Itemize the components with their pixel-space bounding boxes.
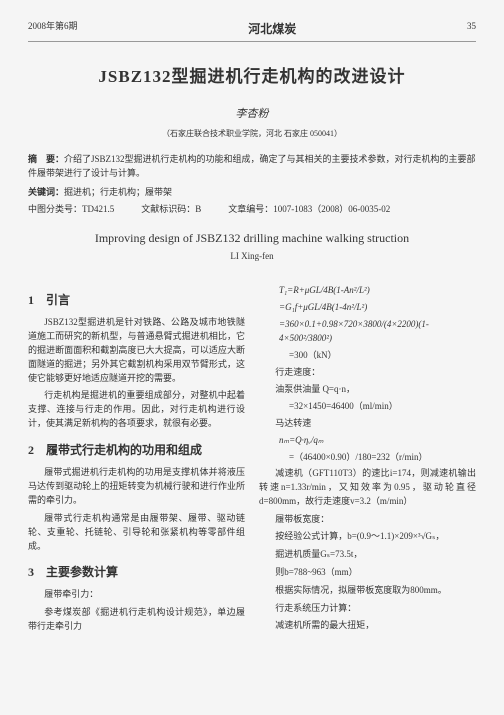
journal-name: 河北煤炭 — [248, 20, 296, 38]
keywords: 关键词：掘进机；行走机构；履带架 — [28, 185, 476, 199]
english-title: Improving design of JSBZ132 drilling mac… — [28, 229, 476, 247]
author-affiliation: （石家庄联合技术职业学院，河北 石家庄 050041） — [28, 128, 476, 140]
paragraph: 掘进机质量Gₛ=73.5t， — [259, 548, 476, 562]
abstract-label: 摘 要： — [28, 154, 64, 164]
keywords-label: 关键词： — [28, 187, 64, 197]
abstract: 摘 要：介绍了JSBZ132型掘进机行走机构的功能和组成，确定了与其相关的主要技… — [28, 152, 476, 181]
formula: T₁=R+μGL/4B(1-An²/L²) — [279, 284, 476, 298]
paragraph: 参考煤炭部《掘进机行走机构设计规范》，单边履带行走牵引力 — [28, 606, 245, 634]
classification-line: 中图分类号：TD421.5 文献标识码：B 文章编号：1007-1083（200… — [28, 203, 476, 217]
paragraph: 履带式行走机构通常是由履带架、履带、驱动链轮、支重轮、托链轮、引导轮和张紧机构等… — [28, 512, 245, 554]
paragraph: 减速机所需的最大扭矩， — [259, 619, 476, 633]
body-columns: 1 引言 JSBZ132型掘进机是针对铁路、公路及城市地铁隧道施工而研究的新机型… — [28, 281, 476, 638]
formula: nₘ=Q·ηᵥ/qₘ — [279, 434, 476, 448]
formula-result: =（46400×0.90）/180=232（r/min） — [289, 451, 476, 465]
keywords-text: 掘进机；行走机构；履带架 — [64, 187, 172, 197]
right-column: T₁=R+μGL/4B(1-An²/L²) =G₁f+μGL/4B(1-4n²/… — [259, 281, 476, 638]
section-2-heading: 2 履带式行走机构的功用和组成 — [28, 441, 245, 460]
formula-result: =32×1450=46400（ml/min） — [289, 400, 476, 414]
text-line: 马达转速 — [259, 417, 476, 431]
page-header: 2008年第6期 河北煤炭 35 — [28, 20, 476, 42]
text-line: 履带板宽度： — [259, 513, 476, 527]
formula: =G₁f+μGL/4B(1-4n²/L²) — [279, 301, 476, 315]
text-line: 油泵供油量 Q=q·n， — [259, 383, 476, 397]
left-column: 1 引言 JSBZ132型掘进机是针对铁路、公路及城市地铁隧道施工而研究的新机型… — [28, 281, 245, 638]
section-3-heading: 3 主要参数计算 — [28, 563, 245, 582]
paragraph: 履带式掘进机行走机构的功用是支撑机体并将液压马达传到驱动轮上的扭矩转变为机械行驶… — [28, 466, 245, 508]
paragraph: 减速机（GFT110T3）的速比i=174，则减速机输出转速n=1.33r/mi… — [259, 467, 476, 509]
page-number: 35 — [467, 20, 476, 38]
abstract-text: 介绍了JSBZ132型掘进机行走机构的功能和组成，确定了与其相关的主要技术参数，… — [28, 154, 476, 178]
paragraph: 履带牵引力： — [28, 588, 245, 602]
english-author: LI Xing-fen — [28, 250, 476, 264]
article-title: JSBZ132型掘进机行走机构的改进设计 — [28, 64, 476, 90]
text-line: 行走系统压力计算： — [259, 602, 476, 616]
paragraph: 行走机构是掘进机的重要组成部分，对整机中起着支撑、连接与行走的作用。因此，对行走… — [28, 389, 245, 431]
text-line: 行走速度： — [259, 366, 476, 380]
formula-result: =300（kN） — [289, 349, 476, 363]
formula: =360×0.1+0.98×720×3800/(4×2200)(1-4×500²… — [279, 318, 476, 346]
header-issue: 2008年第6期 — [28, 20, 78, 38]
paragraph: 按经验公式计算，b=(0.9～1.1)×209×³√Gₛ， — [259, 530, 476, 544]
author-name: 李杏粉 — [28, 106, 476, 123]
paragraph: JSBZ132型掘进机是针对铁路、公路及城市地铁隧道施工而研究的新机型，与普通悬… — [28, 316, 245, 386]
section-1-heading: 1 引言 — [28, 291, 245, 310]
paragraph: 则b=788~963（mm） — [259, 566, 476, 580]
paragraph: 根据实际情况，拟履带板宽度取为800mm。 — [259, 584, 476, 598]
